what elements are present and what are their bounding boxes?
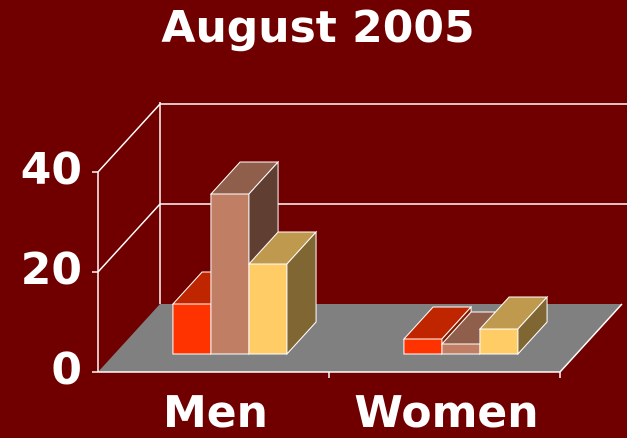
bar-side [517,295,548,356]
bar [478,295,549,356]
floor-edge [559,303,623,373]
bar-front [210,193,250,355]
chart-title: August 2005 [161,2,474,53]
bar-front [479,328,519,355]
bar-front [172,303,212,355]
grid-line [97,203,161,273]
bar-front [403,338,443,355]
y-tick-label: 20 [21,244,82,295]
bar-front [248,263,288,355]
bar-front [441,343,481,355]
x-tick-label: Women [354,387,538,438]
x-tick-label: Men [163,387,268,438]
bar [247,230,318,356]
y-tick-label: 0 [51,344,82,395]
grid-line [97,103,161,173]
bar-side [286,230,317,356]
y-tick-label: 40 [21,144,82,195]
